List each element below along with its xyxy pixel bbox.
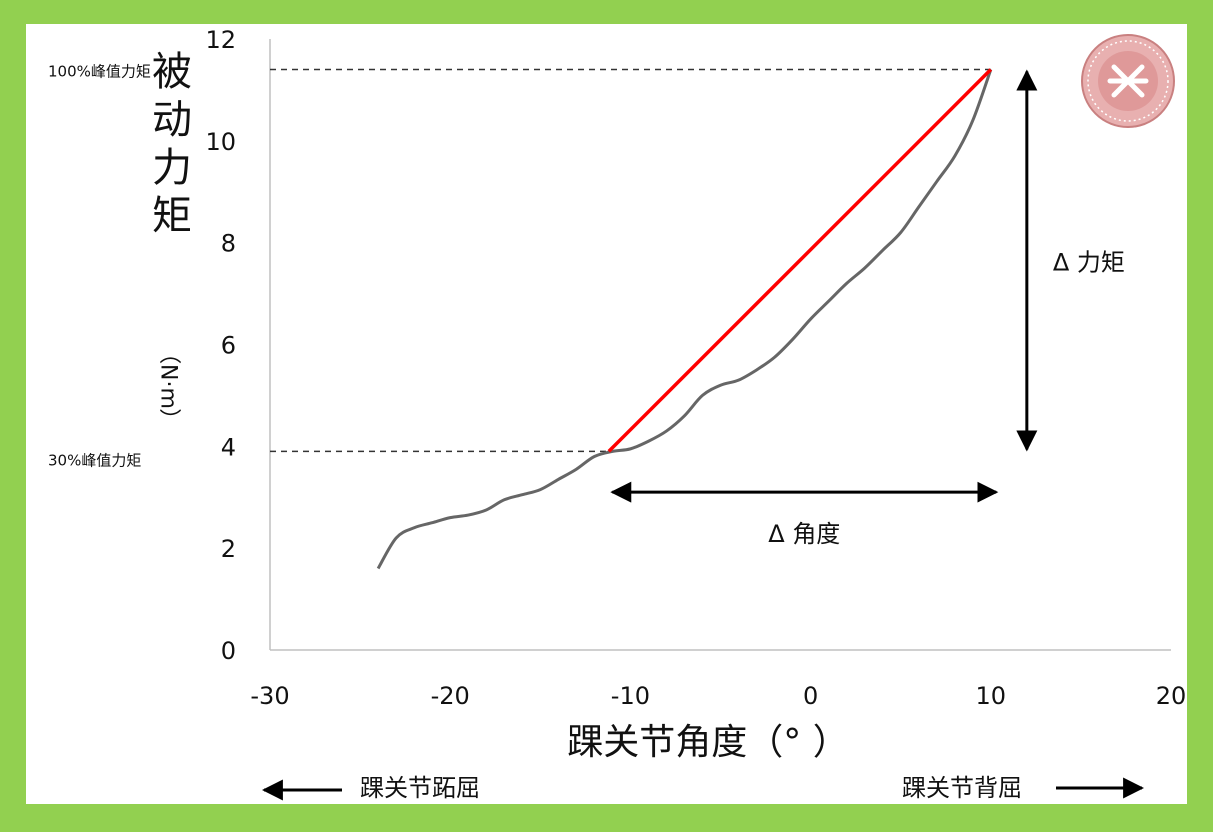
x-tick-label: -30 [250, 682, 289, 710]
delta-torque-label: Δ 力矩 [1053, 248, 1125, 276]
y-tick-label: 6 [221, 332, 236, 360]
x-tick-label: -10 [611, 682, 650, 710]
footer-left-label: 踝关节跖屈 [360, 774, 480, 802]
y-tick-label: 0 [221, 637, 236, 665]
reference-line-label: 30%峰值力矩 [48, 451, 141, 469]
delta-angle-label: Δ 角度 [768, 520, 840, 548]
chart-canvas: 0 2 4 6 8 10 12 -30 -20 -10 0 10 20 100%峰值力矩 30%峰值力矩… [48, 26, 1187, 802]
y-axis-unit: （N·m） [156, 342, 182, 431]
y-tick-label: 8 [221, 230, 236, 258]
x-tick-label: 0 [803, 682, 818, 710]
x-tick-label: 10 [976, 682, 1007, 710]
y-tick-label: 10 [205, 128, 236, 156]
y-axis-title: 被动力矩 [145, 50, 191, 242]
secant-line [607, 68, 993, 453]
x-axis-title: 踝关节角度（° ） [567, 722, 848, 763]
chart-frame: 0 2 4 6 8 10 12 -30 -20 -10 0 10 20 100%峰值力矩 30%峰值力矩… [26, 24, 1187, 804]
y-tick-label: 4 [221, 433, 236, 461]
x-tick-label: 20 [1156, 682, 1187, 710]
torque-curve [376, 69, 993, 570]
y-tick-label: 2 [221, 535, 236, 563]
y-tick-label: 12 [205, 26, 236, 54]
reference-line-label: 100%峰值力矩 [48, 63, 151, 81]
x-tick-label: -20 [431, 682, 470, 710]
footer-right-label: 踝关节背屈 [902, 774, 1022, 802]
seal-logo [1081, 34, 1175, 128]
